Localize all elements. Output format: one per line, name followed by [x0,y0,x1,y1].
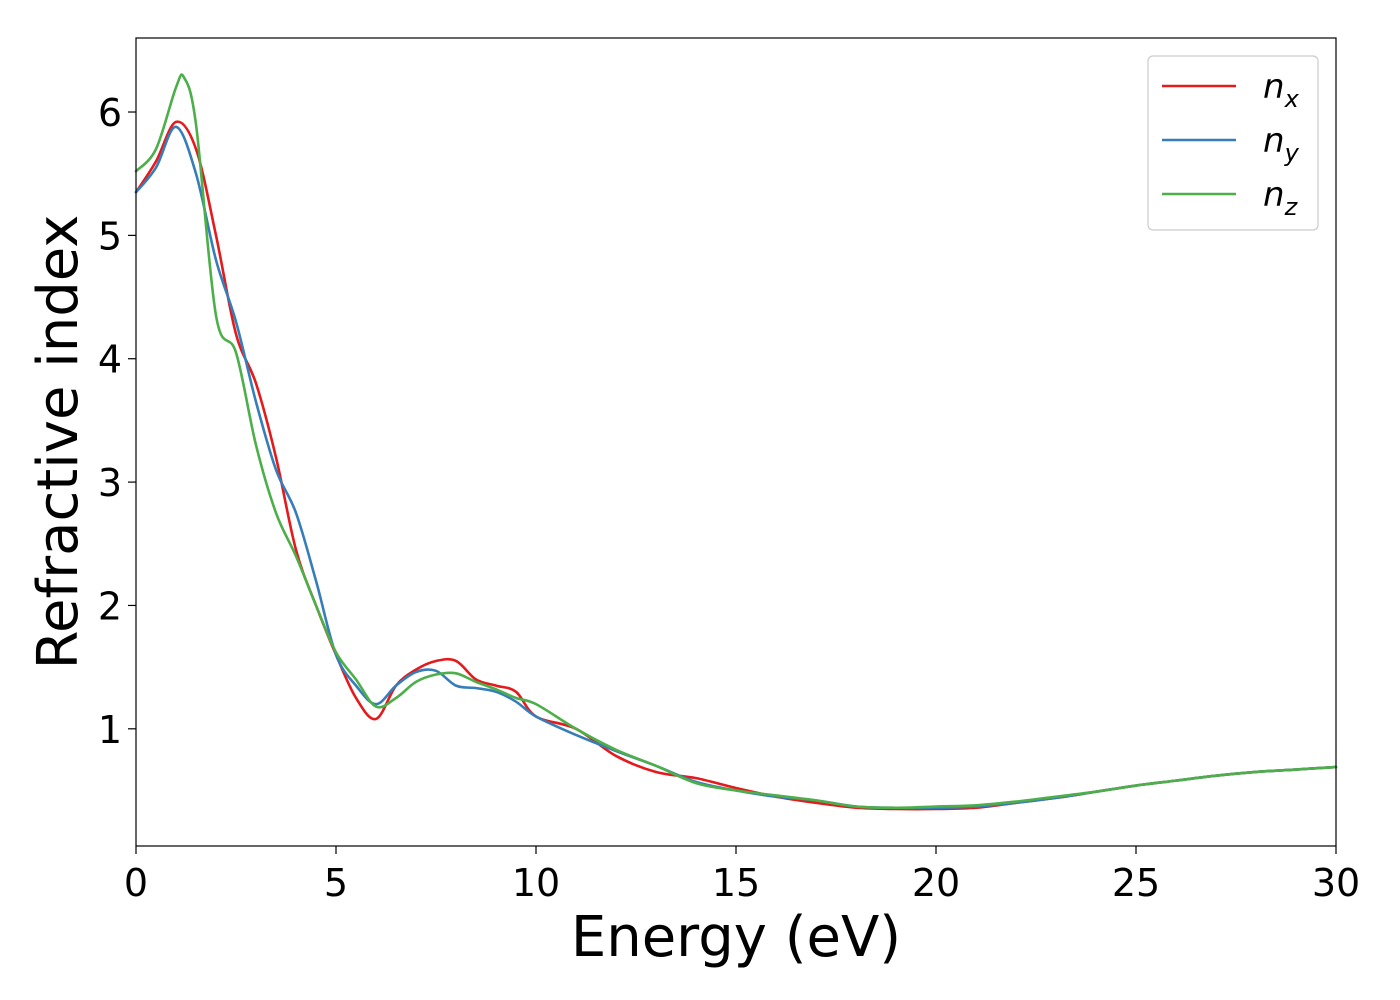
legend-label-subscript: z [1284,193,1299,221]
x-tick-label: 5 [324,861,348,905]
x-tick-label: 15 [712,861,760,905]
y-tick-label: 5 [98,214,122,258]
legend-label-z: nz [1263,175,1299,221]
x-tick-label: 20 [912,861,960,905]
y-tick-label: 4 [98,338,122,382]
y-tick-label: 1 [98,708,122,752]
x-tick-label: 30 [1312,861,1360,905]
y-tick-label: 3 [98,461,122,505]
y-tick-label: 2 [98,584,122,628]
series-line-z [134,73,1338,810]
y-tick-label: 6 [98,91,122,135]
legend-label-x: nx [1263,67,1300,113]
x-tick-label: 10 [512,861,560,905]
legend-label-base: n [1263,121,1285,161]
x-tick-label: 25 [1112,861,1160,905]
legend-label-subscript: y [1284,139,1300,167]
series-layer [134,73,1338,811]
y-axis-ticks: 1 2 3 4 5 6 [98,91,136,752]
legend-label-base: n [1263,175,1285,215]
x-axis-title: Energy (eV) [571,905,901,970]
legend-label-subscript: x [1284,85,1300,113]
legend-label-base: n [1263,67,1285,107]
legend-box [1147,55,1319,231]
y-axis-title: Refractive index [26,215,91,670]
x-tick-label: 0 [124,861,148,905]
x-axis-ticks: 0 5 10 15 20 25 30 [124,846,1360,905]
plot-background [136,38,1336,846]
legend-label-y: ny [1263,121,1300,167]
